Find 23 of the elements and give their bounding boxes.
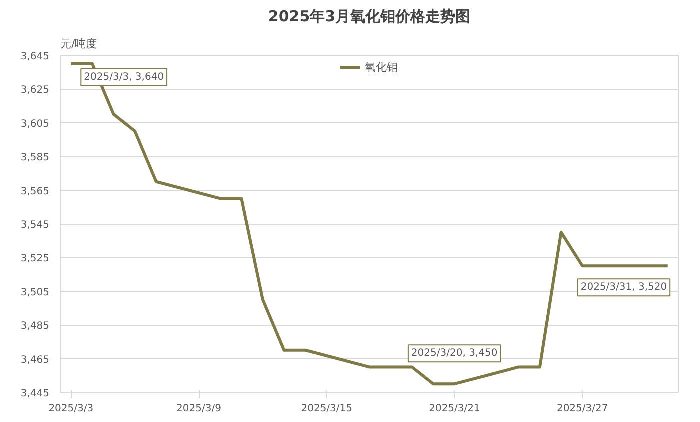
- annotation: 2025/3/20, 3,450: [411, 348, 498, 360]
- y-tick-label: 3,625: [20, 85, 50, 96]
- y-tick-label: 3,545: [20, 220, 50, 231]
- line-series: [70, 62, 670, 386]
- x-tick-label: 2025/3/3: [48, 404, 94, 414]
- annotation: 2025/3/3, 3,640: [84, 72, 164, 83]
- x-tick-label: 2025/3/9: [176, 404, 222, 414]
- y-tick-label: 3,605: [20, 118, 50, 130]
- x-tick-label: 2025/3/15: [301, 404, 353, 414]
- y-tick-label: 3,505: [20, 287, 50, 298]
- y-axis-title: 元/吨度: [60, 38, 98, 50]
- annotation: 2025/3/31, 3,520: [580, 282, 668, 294]
- y-tick-label: 3,565: [20, 186, 50, 198]
- y-tick-label: 3,465: [20, 354, 50, 366]
- y-tick-label: 3,485: [20, 321, 50, 332]
- y-tick-label: 3,645: [20, 52, 50, 62]
- y-tick-label: 3,525: [20, 254, 50, 265]
- y-tick-label: 3,585: [20, 152, 50, 164]
- y-tick-label: 3,445: [20, 388, 50, 400]
- x-tick-label: 2025/3/27: [556, 404, 608, 414]
- chart-title: 2025年3月氧化钼价格走势图: [268, 8, 471, 26]
- x-tick-label: 2025/3/21: [429, 404, 480, 414]
- legend-label: 氧化钼: [365, 60, 398, 74]
